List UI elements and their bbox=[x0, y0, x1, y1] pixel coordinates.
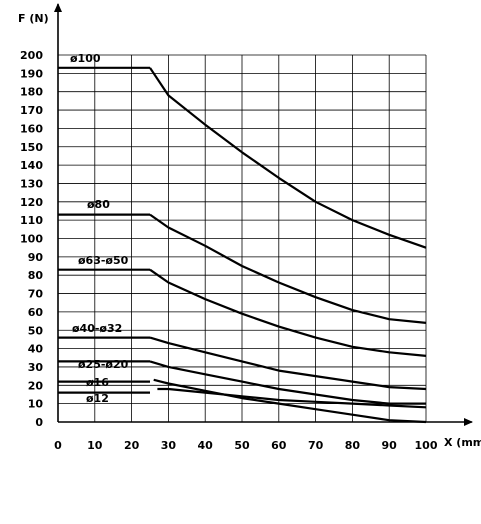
series-label-3: ø40-ø32 bbox=[72, 322, 122, 335]
y-tick-labels: 0 10 20 30 40 50 60 70 80 90 100 110 120 130 140 150 160… bbox=[20, 49, 43, 429]
x-tick-label-40: 40 bbox=[198, 439, 214, 452]
y-tick-label-30: 30 bbox=[28, 361, 44, 374]
y-tick-label-90: 90 bbox=[28, 251, 44, 264]
y-tick-label-170: 170 bbox=[20, 104, 43, 117]
series-3-segment-1 bbox=[149, 336, 427, 391]
y-tick-label-50: 50 bbox=[28, 324, 44, 337]
x-tick-label-90: 90 bbox=[382, 439, 398, 452]
series-label-0: ø100 bbox=[70, 52, 101, 65]
series-6-segment-1 bbox=[157, 387, 427, 409]
series-4-segment-1 bbox=[149, 360, 426, 405]
y-tick-label-160: 160 bbox=[20, 122, 43, 135]
series-2-segment-1 bbox=[149, 268, 427, 357]
x-tick-label-70: 70 bbox=[308, 439, 324, 452]
x-tick-label-50: 50 bbox=[234, 439, 250, 452]
series-label-2: ø63-ø50 bbox=[78, 254, 129, 267]
axes bbox=[54, 3, 473, 426]
x-tick-label-30: 30 bbox=[161, 439, 177, 452]
y-tick-label-20: 20 bbox=[28, 379, 44, 392]
x-tick-label-80: 80 bbox=[345, 439, 361, 452]
y-tick-label-0: 0 bbox=[35, 416, 43, 429]
y-tick-label-10: 10 bbox=[28, 398, 44, 411]
series-labels: ø100 ø80 ø63-ø50 ø40-ø32 ø25-ø20 ø16 ø12 bbox=[70, 52, 129, 405]
series-label-4: ø25-ø20 bbox=[78, 358, 129, 371]
x-tick-label-0: 0 bbox=[54, 439, 62, 452]
x-axis-title: X (mm) bbox=[444, 436, 481, 449]
y-tick-label-70: 70 bbox=[28, 288, 44, 301]
y-tick-label-180: 180 bbox=[20, 86, 43, 99]
series-label-5: ø16 bbox=[86, 376, 109, 389]
y-tick-label-200: 200 bbox=[20, 49, 43, 62]
series-5-segment-1 bbox=[153, 378, 427, 424]
y-tick-label-190: 190 bbox=[20, 67, 43, 80]
x-tick-label-60: 60 bbox=[271, 439, 287, 452]
y-tick-label-150: 150 bbox=[20, 141, 43, 154]
series-curves bbox=[58, 66, 427, 424]
series-0-segment-1 bbox=[149, 67, 427, 249]
y-tick-label-110: 110 bbox=[20, 214, 43, 227]
x-tick-label-20: 20 bbox=[124, 439, 140, 452]
x-tick-label-10: 10 bbox=[87, 439, 103, 452]
y-tick-label-40: 40 bbox=[28, 343, 44, 356]
y-tick-label-140: 140 bbox=[20, 159, 43, 172]
x-tick-label-100: 100 bbox=[415, 439, 438, 452]
x-tick-labels: 0 10 20 30 40 50 60 70 80 90 100 bbox=[54, 439, 438, 452]
y-axis-title: F (N) bbox=[18, 12, 49, 25]
series-1-segment-1 bbox=[149, 213, 427, 324]
y-tick-label-130: 130 bbox=[20, 177, 43, 190]
series-label-6: ø12 bbox=[86, 392, 109, 405]
y-tick-label-60: 60 bbox=[28, 306, 44, 319]
y-tick-label-120: 120 bbox=[20, 196, 43, 209]
y-tick-label-80: 80 bbox=[28, 269, 44, 282]
y-tick-label-100: 100 bbox=[20, 233, 43, 246]
series-label-1: ø80 bbox=[87, 198, 110, 211]
